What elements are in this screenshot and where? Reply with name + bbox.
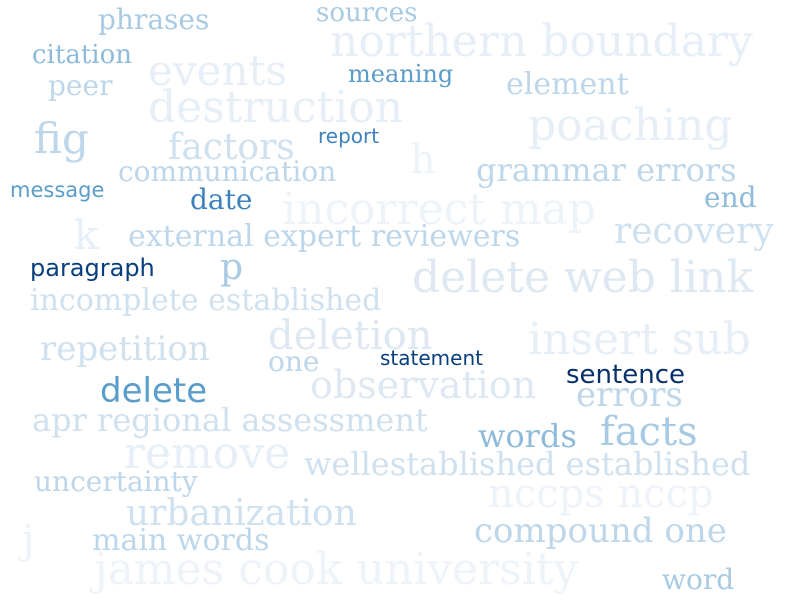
word-peer: peer	[48, 69, 113, 102]
word-sources: sources	[316, 0, 418, 28]
word-grammar-errors: grammar errors	[476, 151, 737, 189]
word-fig: fig	[34, 114, 89, 163]
word-recovery: recovery	[614, 211, 774, 252]
word-apr-regional-assessment: apr regional assessment	[32, 401, 428, 439]
word-phrases: phrases	[98, 3, 210, 36]
word-insert-sub: insert sub	[528, 314, 751, 365]
word-message: message	[10, 178, 105, 202]
word-factors: factors	[168, 127, 295, 168]
word-urbanization: urbanization	[126, 493, 357, 534]
word-delete-web-link: delete web link	[412, 252, 754, 303]
word-h: h	[410, 137, 436, 183]
word-incomplete-established: incomplete established	[30, 283, 382, 318]
word-words: words	[478, 417, 577, 455]
word-observation: observation	[310, 363, 537, 407]
word-errors: errors	[576, 375, 683, 415]
word-k: k	[74, 213, 99, 259]
word-citation: citation	[32, 40, 132, 70]
word-wellestablished-established: wellestablished established	[304, 445, 751, 483]
word-report: report	[318, 124, 380, 148]
word-p: p	[220, 247, 244, 288]
word-deletion: deletion	[268, 313, 433, 359]
word-james-cook-university: james cook university	[94, 544, 579, 595]
word-northern-boundary: northern boundary	[330, 16, 753, 67]
word-nccps-nccp: nccps nccp	[488, 471, 714, 517]
word-incorrect-map: incorrect map	[282, 184, 597, 235]
word-element: element	[506, 67, 629, 102]
word-end: end	[704, 181, 757, 214]
word-paragraph: paragraph	[30, 254, 155, 282]
word-repetition: repetition	[40, 329, 210, 369]
word-sentence: sentence	[566, 360, 685, 390]
word-date: date	[190, 183, 253, 216]
word-poaching: poaching	[528, 100, 733, 151]
word-j: j	[22, 517, 35, 563]
word-one: one	[268, 345, 320, 378]
word-facts: facts	[600, 409, 698, 455]
word-external-expert-reviewers: external expert reviewers	[128, 219, 521, 254]
word-meaning: meaning	[348, 60, 454, 88]
word-compound-one: compound one	[474, 511, 727, 551]
word-events: events	[148, 46, 287, 95]
word-word: word	[662, 563, 735, 596]
word-uncertainty: uncertainty	[34, 465, 198, 498]
word-main-words: main words	[92, 523, 270, 558]
word-delete: delete	[100, 371, 208, 411]
word-statement: statement	[380, 346, 483, 370]
word-communication: communication	[118, 155, 337, 188]
word-destruction: destruction	[148, 82, 404, 133]
word-remove: remove	[124, 428, 291, 479]
